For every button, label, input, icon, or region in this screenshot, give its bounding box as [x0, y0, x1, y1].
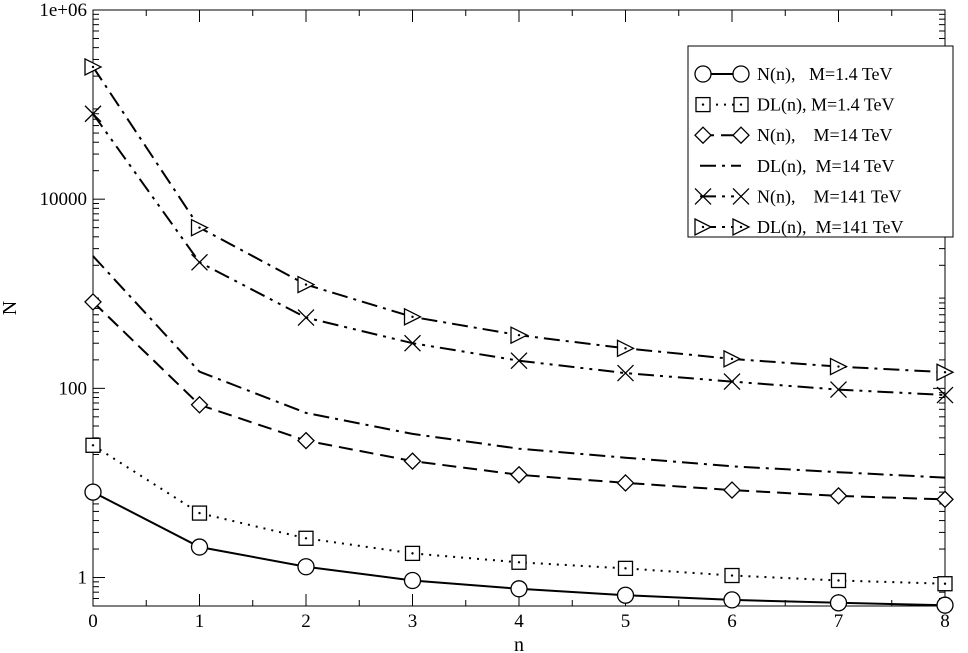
marker-diamond — [723, 481, 741, 500]
marker-triangle-dot — [304, 283, 308, 286]
marker-triangle-dot — [730, 357, 734, 361]
legend-item-3: N(n), M=14 TeV — [694, 125, 893, 146]
marker-circle — [84, 483, 102, 501]
marker-triangle-dot — [739, 225, 743, 229]
series-line — [92, 301, 946, 501]
marker-circle — [829, 594, 848, 612]
legend-label: N(n), M=141 TeV — [757, 186, 902, 207]
marker-triangle-dot — [701, 225, 705, 229]
marker-x — [723, 373, 741, 391]
x-tick-label: 0 — [88, 611, 98, 632]
series-2 — [85, 437, 953, 592]
marker-diamond — [732, 126, 750, 145]
marker-diamond — [936, 490, 954, 509]
marker-square-dot — [517, 561, 521, 564]
legend-box — [687, 45, 954, 238]
marker-square-dot — [943, 582, 947, 585]
series-6 — [84, 57, 955, 382]
legend-label: DL(n), M=1.4 TeV — [757, 95, 895, 116]
x-tick-label: 7 — [834, 611, 844, 632]
marker-diamond — [84, 292, 102, 311]
marker-diamond — [694, 126, 712, 145]
series-4 — [92, 255, 946, 479]
x-tick-label: 5 — [621, 611, 631, 632]
y-tick-label: 1e+06 — [39, 0, 87, 21]
legend-item-4: DL(n), M=14 TeV — [700, 156, 895, 177]
marker-circle — [510, 580, 528, 598]
x-tick-label: 6 — [727, 611, 737, 632]
marker-circle — [732, 65, 750, 83]
marker-diamond — [297, 431, 315, 450]
x-tick-label: 2 — [301, 611, 311, 632]
y-tick-label: 1 — [78, 568, 88, 589]
y-axis-label: N — [0, 301, 21, 315]
legend-item-6: DL(n), M=141 TeV — [694, 217, 904, 238]
y-tick-label: 10000 — [40, 189, 88, 210]
legend: N(n), M=1.4 TeV DL(n), M=1.4 TeV N(n), M=1… — [687, 45, 954, 238]
x-axis-label: n — [514, 634, 524, 653]
marker-triangle-dot — [624, 347, 627, 350]
legend-item-2: DL(n), M=1.4 TeV — [695, 95, 895, 116]
marker-diamond — [616, 474, 635, 492]
marker-circle — [190, 538, 209, 556]
legend-item-5: N(n), M=141 TeV — [694, 186, 902, 207]
marker-x — [936, 386, 954, 404]
marker-circle — [616, 586, 635, 604]
legend-label: N(n), M=1.4 TeV — [757, 64, 893, 85]
marker-triangle-dot — [837, 365, 840, 368]
series-1 — [84, 483, 954, 614]
y-tick-label: 100 — [59, 378, 88, 399]
marker-square-dot — [701, 103, 705, 106]
marker-circle — [723, 591, 741, 609]
marker-diamond — [190, 395, 209, 414]
series-line — [92, 255, 946, 479]
marker-x — [510, 352, 528, 370]
legend-label: DL(n), M=14 TeV — [757, 156, 895, 177]
x-tick-label: 1 — [195, 611, 205, 632]
legend-item-1: N(n), M=1.4 TeV — [694, 64, 893, 85]
x-tick-label: 4 — [514, 611, 524, 632]
marker-x — [297, 309, 315, 327]
marker-circle — [297, 558, 315, 576]
marker-triangle-dot — [517, 333, 521, 337]
marker-square-dot — [91, 444, 95, 447]
marker-circle — [936, 596, 954, 614]
marker-circle — [403, 571, 422, 590]
series-layer — [84, 57, 955, 614]
marker-square-dot — [411, 552, 414, 555]
marker-square-dot — [739, 103, 743, 106]
marker-x — [404, 334, 421, 352]
marker-square-dot — [624, 567, 627, 570]
legend-label: N(n), M=14 TeV — [757, 125, 893, 146]
marker-triangle-dot — [91, 65, 95, 69]
marker-triangle-dot — [943, 371, 947, 374]
marker-x — [84, 105, 102, 123]
marker-x — [830, 381, 847, 399]
marker-x — [191, 253, 208, 271]
marker-square-dot — [304, 537, 308, 540]
marker-square-dot — [837, 579, 840, 582]
series-5 — [84, 105, 954, 404]
marker-square-dot — [730, 574, 734, 577]
marker-x — [694, 187, 712, 205]
marker-diamond — [403, 452, 422, 471]
marker-triangle-dot — [198, 226, 201, 229]
marker-diamond — [829, 486, 848, 505]
marker-triangle-dot — [411, 315, 414, 319]
x-tick-label: 8 — [940, 611, 950, 632]
marker-circle — [694, 65, 712, 83]
legend-label: DL(n), M=141 TeV — [757, 217, 904, 238]
marker-x — [617, 364, 634, 382]
marker-square-dot — [198, 511, 201, 515]
marker-x — [732, 187, 750, 205]
marker-diamond — [510, 465, 528, 484]
x-tick-label: 3 — [408, 611, 418, 632]
series-3 — [84, 292, 954, 509]
